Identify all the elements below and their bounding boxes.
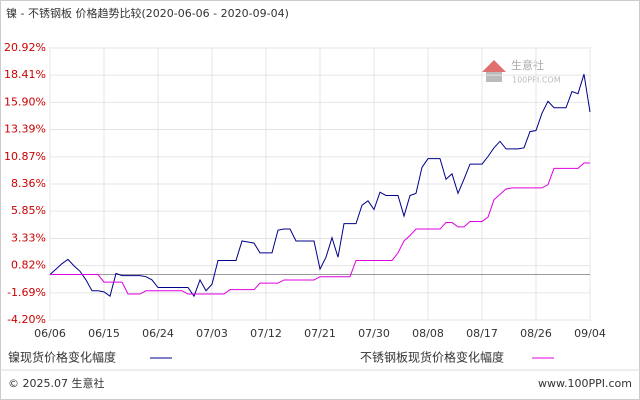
y-tick-label: 0.82% (11, 259, 46, 272)
series-line (49, 74, 591, 298)
watermark-icon-base (486, 72, 502, 82)
y-tick-label: 10.87% (4, 150, 46, 163)
x-tick-label: 07/12 (250, 327, 282, 340)
x-tick-label: 08/17 (466, 327, 498, 340)
y-tick-label: 8.36% (11, 177, 46, 190)
footer-right: www.100PPI.com (538, 377, 632, 390)
x-tick-label: 06/15 (88, 327, 120, 340)
y-tick-label: 15.90% (4, 95, 46, 108)
x-tick-label: 07/21 (304, 327, 336, 340)
y-tick-label: -4.20% (7, 313, 46, 326)
x-tick-label: 07/03 (196, 327, 228, 340)
chart-title: 镍 - 不锈钢板 价格趋势比较(2020-06-06 - 2020-09-04) (6, 6, 289, 20)
watermark-name: 生意社 (511, 58, 544, 72)
x-tick-label: 08/26 (520, 327, 552, 340)
legend-label: 镍现货价格变化幅度 (8, 350, 116, 365)
y-tick-label: -1.69% (7, 286, 46, 299)
y-tick-label: 5.85% (11, 204, 46, 217)
x-tick-label: 08/08 (412, 327, 444, 340)
y-tick-label: 13.39% (4, 123, 46, 136)
y-tick-label: 20.92% (4, 41, 46, 54)
y-tick-label: 3.33% (11, 231, 46, 244)
watermark-icon (482, 60, 506, 72)
footer-left: © 2025.07 生意社 (8, 376, 104, 390)
x-tick-label: 09/04 (574, 327, 606, 340)
y-tick-label: 18.41% (4, 68, 46, 81)
x-tick-label: 06/24 (142, 327, 174, 340)
series-line (50, 162, 590, 295)
legend-label: 不锈钢板现货价格变化幅度 (360, 350, 504, 365)
x-tick-label: 06/06 (34, 327, 66, 340)
x-tick-label: 07/30 (358, 327, 390, 340)
